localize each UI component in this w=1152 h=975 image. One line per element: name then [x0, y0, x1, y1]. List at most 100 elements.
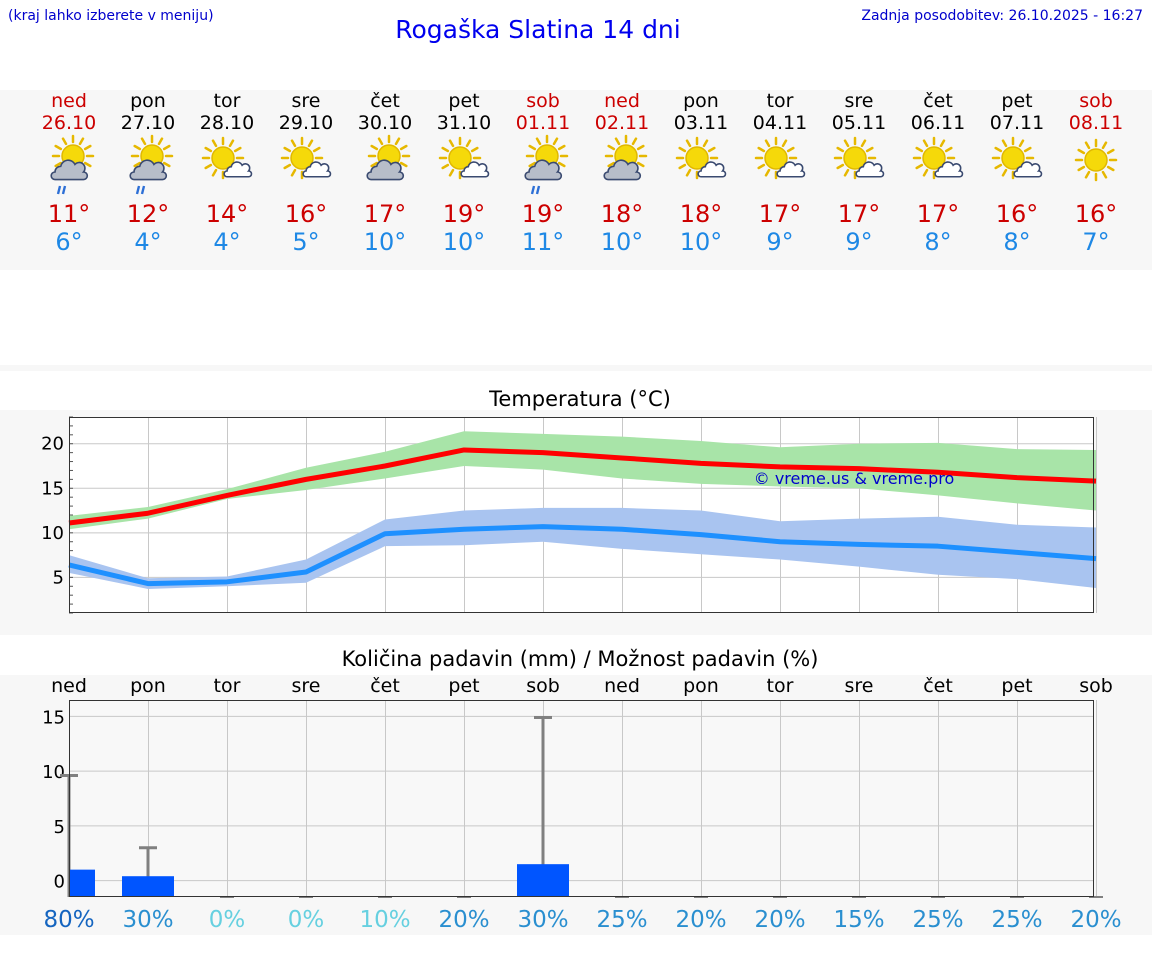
y-tick-label: 5 [53, 567, 64, 588]
sun-cloud-rain-icon [503, 134, 583, 200]
max-temperature: 16° [284, 200, 328, 228]
day-date: 29.10 [278, 112, 334, 134]
precipitation-probability: 25% [912, 907, 963, 933]
precipitation-probability: 25% [991, 907, 1042, 933]
precipitation-probability: 0% [288, 907, 325, 933]
location-hint: (kraj lahko izberete v meniju) [8, 8, 214, 24]
day-name: pon [130, 90, 166, 112]
max-temperature: 16° [1074, 200, 1118, 228]
divider [0, 365, 1152, 371]
y-tick-label: 0 [54, 872, 65, 893]
precipitation-bar [69, 869, 95, 897]
forecast-strip [0, 90, 1152, 270]
forecast-day: sre 29.10 16° 5° [266, 90, 346, 256]
sun-small-cloud-icon [819, 134, 899, 200]
min-temperature: 10° [442, 228, 486, 256]
forecast-day: čet 30.10 17° 10° [345, 90, 425, 256]
x-category-label: ned [51, 675, 87, 697]
plot-border [69, 417, 1094, 613]
min-temperature: 8° [924, 228, 952, 256]
x-category-label: sre [845, 675, 874, 697]
x-category-label: pet [1001, 675, 1032, 697]
forecast-day: pet 07.11 16° 8° [977, 90, 1057, 256]
forecast-day: sre 05.11 17° 9° [819, 90, 899, 256]
x-category-label: pon [130, 675, 166, 697]
forecast-day: pon 27.10 12° 4° [108, 90, 188, 256]
temperature-chart-title: Temperatura (°C) [489, 387, 671, 411]
y-tick-label: 10 [42, 762, 65, 783]
max-temperature: 11° [47, 200, 91, 228]
day-date: 27.10 [120, 112, 176, 134]
day-date: 04.11 [752, 112, 808, 134]
day-date: 28.10 [199, 112, 255, 134]
day-date: 30.10 [357, 112, 413, 134]
forecast-day: tor 04.11 17° 9° [740, 90, 820, 256]
x-category-label: sob [526, 675, 560, 697]
max-temperature-line [68, 447, 1097, 526]
day-date: 01.11 [515, 112, 571, 134]
forecast-day: sob 01.11 19° 11° [503, 90, 583, 256]
day-name: tor [766, 90, 794, 112]
x-category-label: tor [767, 675, 794, 697]
sun-small-cloud-icon [740, 134, 820, 200]
x-category-label: čet [370, 675, 400, 697]
min-temperature: 10° [363, 228, 407, 256]
sun-cloud-icon [582, 134, 662, 200]
max-temperature: 17° [363, 200, 407, 228]
forecast-day: sob 08.11 16° 7° [1056, 90, 1136, 256]
min-temperature: 5° [292, 228, 320, 256]
precipitation-probability: 20% [438, 907, 489, 933]
y-tick-label: 15 [42, 707, 65, 728]
precipitation-bar [122, 876, 174, 897]
sun-cloud-rain-icon [29, 134, 109, 200]
forecast-day: pet 31.10 19° 10° [424, 90, 504, 256]
plot-border [69, 700, 1094, 897]
day-name: sre [291, 90, 321, 112]
forecast-day: tor 28.10 14° 4° [187, 90, 267, 256]
min-temperature: 4° [213, 228, 241, 256]
x-category-label: sre [292, 675, 321, 697]
precipitation-probability: 30% [517, 907, 568, 933]
day-name: sob [1079, 90, 1113, 112]
max-temperature: 18° [600, 200, 644, 228]
day-name: čet [370, 90, 400, 112]
x-category-label: čet [923, 675, 953, 697]
precipitation-probability: 10% [359, 907, 410, 933]
sun-small-cloud-icon [266, 134, 346, 200]
precipitation-bar [517, 864, 569, 897]
day-name: pet [1001, 90, 1033, 112]
day-date: 08.11 [1068, 112, 1124, 134]
day-date: 31.10 [436, 112, 492, 134]
day-name: tor [213, 90, 241, 112]
min-temperature: 6° [55, 228, 83, 256]
last-updated: Zadnja posodobitev: 26.10.2025 - 16:27 [861, 8, 1143, 24]
precipitation-probability: 15% [833, 907, 884, 933]
day-date: 26.10 [41, 112, 97, 134]
forecast-day: ned 26.10 11° 6° [29, 90, 109, 256]
day-name: čet [923, 90, 953, 112]
max-temperature: 17° [837, 200, 881, 228]
min-temperature: 9° [766, 228, 794, 256]
precipitation-chart: ned pon tor sre čet pet sob ned pon tor sre čet pet s… [42, 675, 1121, 933]
forecast-day: čet 06.11 17° 8° [898, 90, 978, 256]
max-temperature-band [69, 431, 1096, 530]
day-name: sre [844, 90, 874, 112]
x-category-label: tor [214, 675, 241, 697]
temperature-chart: 5 10 15 20 © vreme.us & vreme.pro [41, 416, 1097, 614]
day-date: 02.11 [594, 112, 650, 134]
precipitation-probability: 20% [754, 907, 805, 933]
sun-small-cloud-icon [187, 134, 267, 200]
plot-area [69, 700, 1094, 897]
x-category-label: pet [448, 675, 479, 697]
max-temperature: 16° [995, 200, 1039, 228]
x-category-label: pon [683, 675, 719, 697]
precipitation-probability: 25% [596, 907, 647, 933]
precipitation-probability: 30% [122, 907, 173, 933]
y-tick-label: 10 [41, 523, 64, 544]
y-tick-label: 15 [41, 478, 64, 499]
day-name: sob [526, 90, 560, 112]
min-temperature-line [68, 524, 1097, 587]
sun-small-cloud-icon [661, 134, 741, 200]
precipitation-probability: 20% [675, 907, 726, 933]
sun-small-cloud-icon [424, 134, 504, 200]
